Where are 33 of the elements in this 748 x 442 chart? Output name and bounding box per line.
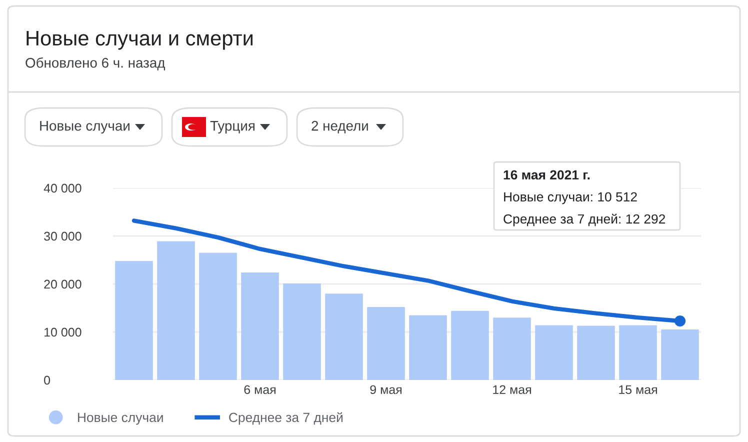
y-tick-label: 40 000 bbox=[44, 184, 82, 193]
bar bbox=[157, 241, 195, 380]
bar bbox=[619, 325, 657, 380]
y-tick-label: 10 000 bbox=[44, 328, 82, 337]
chart-subtitle: Обновлено 6 ч. назад bbox=[26, 57, 166, 70]
text: Турция bbox=[210, 121, 254, 134]
bar bbox=[241, 272, 279, 380]
bar bbox=[451, 310, 489, 380]
annotation: Новые случаи: 10 512 bbox=[504, 192, 637, 204]
x-tick-label: 9 мая bbox=[370, 385, 402, 394]
x-tick-label: 15 мая bbox=[619, 385, 657, 394]
bar bbox=[535, 325, 573, 380]
bar bbox=[577, 326, 615, 380]
y-tick-label: 0 bbox=[44, 376, 50, 385]
bar bbox=[325, 294, 363, 380]
x-tick-label: 6 мая bbox=[244, 385, 276, 394]
legend-label: Среднее за 7 дней bbox=[229, 412, 343, 425]
bar bbox=[199, 252, 237, 380]
y-tick-label: 30 000 bbox=[44, 232, 82, 241]
text: Новые случаи bbox=[40, 121, 130, 134]
bar bbox=[115, 260, 153, 380]
text: 2 недели bbox=[312, 120, 368, 134]
x-tick-label: 12 мая bbox=[493, 385, 531, 394]
bar bbox=[409, 315, 447, 380]
legend-label: Новые случаи bbox=[78, 412, 163, 425]
bar bbox=[661, 330, 699, 380]
bar bbox=[283, 284, 321, 380]
bar bbox=[367, 307, 405, 380]
bar bbox=[493, 318, 531, 380]
annotation: Среднее за 7 дней: 12 292 bbox=[504, 214, 666, 226]
chart-title: Новые случаи и смерти bbox=[26, 31, 253, 50]
text: 16 мая 2021 г. bbox=[504, 170, 590, 180]
y-tick-label: 20 000 bbox=[44, 280, 82, 289]
